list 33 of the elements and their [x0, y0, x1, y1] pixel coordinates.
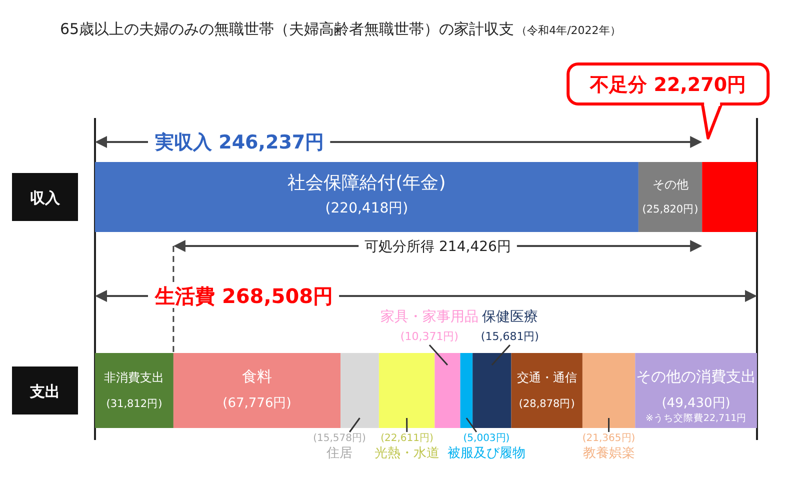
data-label: (10,371円)	[400, 330, 458, 343]
chart-title: 65歳以上の夫婦のみの無職世帯（夫婦高齢者無職世帯）の家計収支	[60, 20, 514, 38]
data-label: (220,418円)	[325, 200, 408, 216]
data-label: (15,681円)	[480, 330, 539, 343]
data-label: (31,812円)	[106, 398, 162, 410]
series-label: 食料	[242, 368, 272, 386]
series-label: 教養娯楽	[582, 446, 635, 461]
text: 不足分 22,270円	[589, 74, 746, 96]
annotation: ※うち交際費22,711円	[645, 412, 747, 424]
series-label: 被服及び履物	[447, 446, 526, 461]
series-label: 交通・通信	[516, 370, 577, 384]
data-label: (28,878円)	[518, 398, 575, 410]
data-label: (49,430円)	[662, 396, 730, 411]
data-label: (21,365円)	[582, 433, 636, 444]
text: 家具・家事用品	[380, 309, 478, 325]
series-label: その他	[652, 178, 688, 192]
series-label: 社会保障給付(年金)	[288, 172, 446, 194]
data-label: (25,820円)	[642, 203, 698, 216]
data-label: (67,776円)	[222, 396, 292, 411]
series-label: 保健医療	[482, 309, 538, 325]
data-label: (22,611円)	[380, 433, 434, 444]
annotation: 可処分所得 214,426円	[364, 239, 511, 255]
y-tick-label: 支出	[29, 382, 60, 400]
series-label: 非消費支出	[104, 370, 164, 384]
data-label: (5,003円)	[463, 433, 510, 444]
chart-subtitle: （令和4年/2022年）	[516, 24, 621, 37]
annotation: 実収入 246,237円	[154, 132, 324, 154]
series-label: その他の消費支出	[636, 368, 756, 386]
y-tick-label: 収入	[30, 189, 61, 207]
data-label: (15,578円)	[313, 433, 366, 444]
annotation: 生活費 268,508円	[154, 284, 334, 308]
series-label: 住居	[325, 446, 352, 461]
series-label: 光熱・水道	[374, 446, 440, 461]
